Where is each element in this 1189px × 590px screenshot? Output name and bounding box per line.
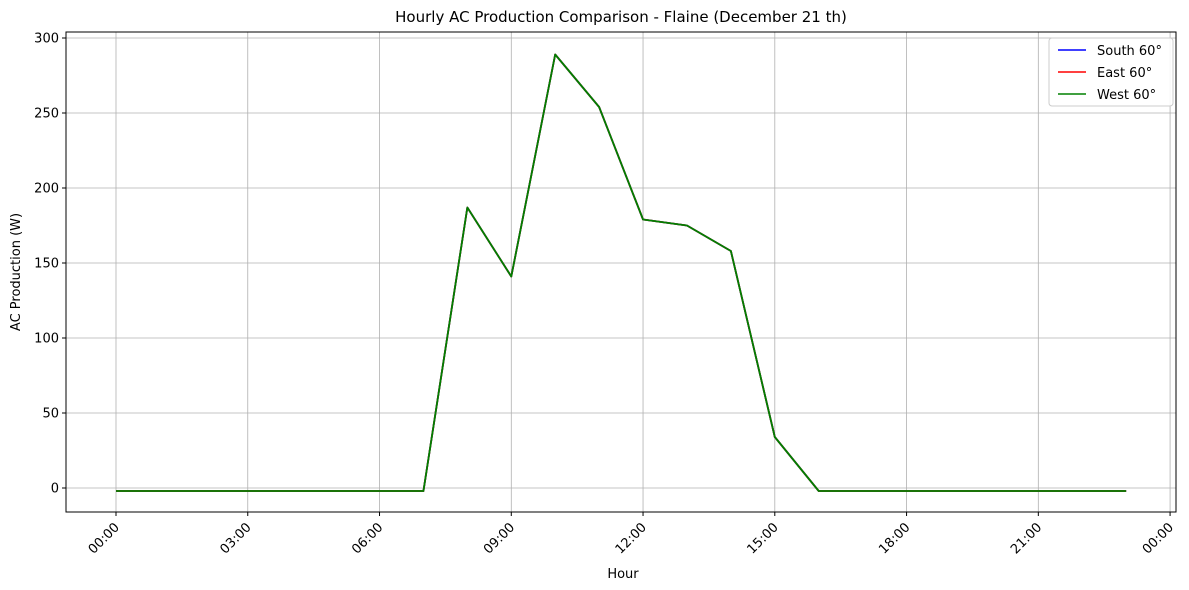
grid	[66, 32, 1176, 512]
y-tick-label: 200	[34, 182, 59, 197]
plot-area	[65, 31, 1177, 513]
x-tick-label: 21:00	[1008, 520, 1045, 557]
x-tick-label: 06:00	[349, 520, 386, 557]
x-tick-label: 09:00	[481, 520, 518, 557]
x-tick-label: 18:00	[876, 520, 913, 557]
y-tick-label: 150	[34, 257, 59, 272]
x-tick-label: 15:00	[745, 520, 782, 557]
legend-label-west: West 60°	[1097, 88, 1156, 103]
series-line-south	[116, 53, 1127, 492]
chart-title: Hourly AC Production Comparison - Flaine…	[395, 8, 847, 26]
x-tick-label: 00:00	[1140, 520, 1177, 557]
y-tick-label: 0	[51, 482, 59, 497]
x-axis-label: Hour	[607, 567, 639, 582]
legend-label-south: South 60°	[1097, 44, 1162, 59]
y-tick-label: 100	[34, 332, 59, 347]
legend: South 60° East 60° West 60°	[1048, 37, 1174, 107]
series-lines	[116, 53, 1127, 492]
x-tick-label: 12:00	[613, 520, 650, 557]
x-tick-label: 00:00	[86, 520, 123, 557]
x-tick-label: 03:00	[217, 520, 254, 557]
series-line-west	[116, 53, 1127, 492]
y-axis-label: AC Production (W)	[9, 213, 24, 331]
y-axis: 0 50 100 150 200 250 300	[34, 32, 66, 497]
series-line-east	[116, 53, 1127, 492]
legend-box	[1048, 37, 1174, 107]
x-axis: 00:00 03:00 06:00 09:00 12:00 15:00 18:00 21:00…	[86, 512, 1177, 557]
y-tick-label: 300	[34, 32, 59, 47]
y-tick-label: 250	[34, 107, 59, 122]
y-tick-label: 50	[42, 407, 59, 422]
legend-label-east: East 60°	[1097, 66, 1152, 81]
